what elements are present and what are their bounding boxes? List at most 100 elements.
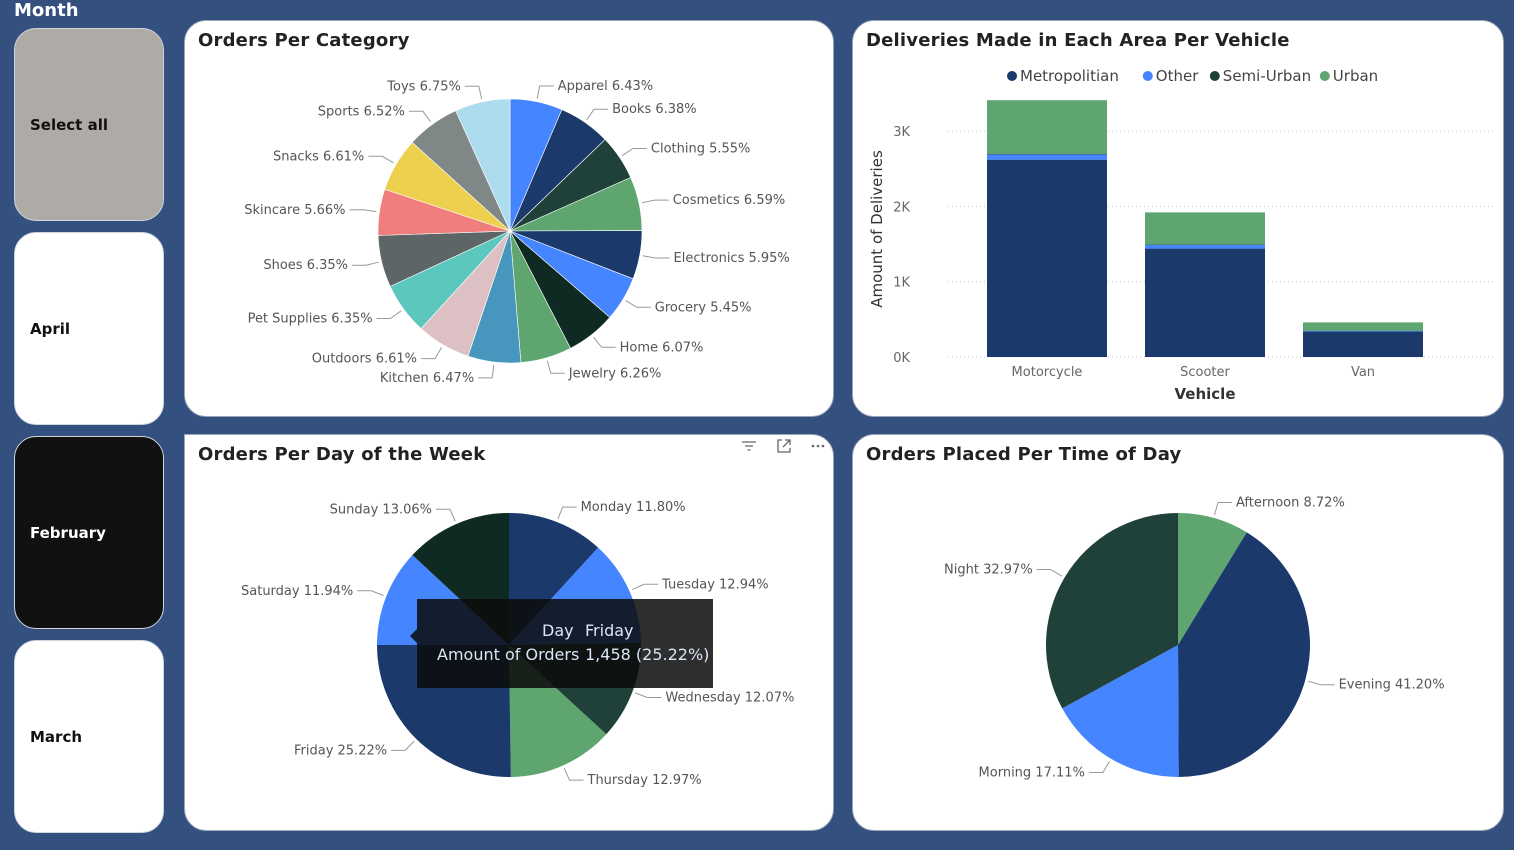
pie-leader-line: [368, 155, 394, 164]
slicer-item-april[interactable]: April: [14, 232, 164, 425]
bar-motorcycle-urban[interactable]: [987, 100, 1107, 154]
pie-label-jewelry: Jewelry 6.26%: [568, 366, 662, 381]
legend-marker-urban: [1319, 71, 1330, 81]
tooltip-key-day: Day: [542, 621, 574, 640]
pie-label-wednesday: Wednesday 12.07%: [665, 691, 794, 706]
pie-slice-toys[interactable]: [455, 98, 511, 232]
pie-label-snacks: Snacks 6.61%: [273, 149, 364, 164]
y-tick-label: 0K: [893, 351, 910, 366]
y-tick-label: 3K: [893, 125, 910, 140]
x-tick-label: Scooter: [1180, 365, 1230, 380]
pie-leader-line: [586, 108, 609, 121]
pie-label-apparel: Apparel 6.43%: [558, 79, 653, 94]
y-tick-label: 2K: [893, 200, 910, 215]
pie-label-home: Home 6.07%: [620, 340, 704, 355]
deliveries-bar-chart[interactable]: Metropolitian Other Semi-Urban Urban 0K 1K 2K 3…: [853, 21, 1504, 417]
bar-van-urban[interactable]: [1303, 322, 1423, 331]
legend-marker-semi-urban: [1209, 71, 1220, 81]
pie-leader-line: [641, 199, 669, 204]
pie-slice-evening[interactable]: [1178, 532, 1311, 777]
orders-per-time-card[interactable]: Orders Placed Per Time of Day Afternoon …: [852, 434, 1504, 831]
pie-label-sunday: Sunday 13.06%: [330, 502, 432, 517]
pie-leader-line: [352, 261, 379, 266]
pie-slice-morning[interactable]: [1062, 645, 1179, 778]
pie-leader-line: [642, 255, 670, 259]
pie-leader-line: [1214, 502, 1232, 516]
bar-scooter-urban[interactable]: [1145, 212, 1265, 245]
day-pie-chart[interactable]: Monday 11.80% Tuesday 12.94% Wednesday 12.…: [185, 435, 834, 831]
pie-leader-line: [408, 110, 432, 123]
pie-slice-night[interactable]: [1046, 513, 1178, 709]
pie-leader-line: [621, 148, 647, 157]
x-tick-label: Motorcycle: [1012, 365, 1083, 380]
slicer-item-label: April: [30, 319, 71, 338]
card-title: Deliveries Made in Each Area Per Vehicle: [866, 30, 1290, 51]
pie-label-cosmetics: Cosmetics 6.59%: [673, 193, 786, 208]
pie-leader-line: [376, 310, 402, 319]
bar-scooter-other[interactable]: [1145, 244, 1265, 249]
pie-leader-line: [436, 508, 456, 522]
y-tick-label: 1K: [893, 276, 910, 291]
slicer-item-march[interactable]: March: [14, 640, 164, 833]
slicer-item-select-all[interactable]: Select all: [14, 28, 164, 221]
orders-per-category-card[interactable]: Orders Per Category Apparel 6.43% Books 6…: [184, 20, 834, 417]
more-options-icon[interactable]: [807, 435, 829, 457]
bar-motorcycle-semi-urban[interactable]: [987, 154, 1107, 155]
y-axis-label: Amount of Deliveries: [868, 150, 886, 308]
pie-label-saturday: Saturday 11.94%: [241, 584, 353, 599]
category-pie-chart[interactable]: Apparel 6.43% Books 6.38% Clothing 5.55% Co…: [185, 21, 834, 417]
slicer-item-label: Select all: [30, 115, 108, 134]
pie-label-grocery: Grocery 5.45%: [655, 300, 752, 315]
pie-label-evening: Evening 41.20%: [1339, 678, 1445, 693]
deliveries-per-vehicle-card[interactable]: Deliveries Made in Each Area Per Vehicle…: [852, 20, 1504, 417]
pie-label-friday: Friday 25.22%: [294, 743, 387, 758]
pie-leader-line: [546, 360, 565, 374]
pie-label-skincare: Skincare 5.66%: [244, 203, 345, 218]
legend-label-semi-urban: Semi-Urban: [1223, 67, 1311, 85]
slicer-title: Month: [14, 0, 79, 21]
pie-leader-line: [391, 740, 415, 751]
orders-per-day-card[interactable]: Orders Per Day of the Week Monday 11.80%…: [184, 434, 834, 831]
pie-label-afternoon: Afternoon 8.72%: [1236, 496, 1345, 511]
slicer-item-february[interactable]: February: [14, 436, 164, 629]
legend-label-other: Other: [1156, 67, 1199, 85]
time-pie-chart[interactable]: Afternoon 8.72% Evening 41.20% Morning 17.…: [853, 435, 1504, 831]
legend-marker-other: [1142, 71, 1153, 81]
bar-scooter-semi-urban[interactable]: [1145, 244, 1265, 245]
pie-label-outdoors: Outdoors 6.61%: [312, 352, 417, 367]
pie-leader-line: [635, 692, 662, 698]
pie-leader-line: [557, 506, 577, 520]
card-title: Orders Per Day of the Week: [198, 444, 486, 465]
pie-label-thursday: Thursday 12.97%: [587, 773, 702, 788]
pie-slice-afternoon[interactable]: [1178, 513, 1247, 645]
bar-motorcycle-other[interactable]: [987, 154, 1107, 160]
tooltip-arrow: [410, 629, 417, 643]
pie-label-kitchen: Kitchen 6.47%: [380, 371, 474, 386]
legend-label-metropolitian: Metropolitian: [1020, 67, 1119, 85]
pie-label-clothing: Clothing 5.55%: [651, 142, 751, 157]
card-title: Orders Per Category: [198, 30, 410, 51]
pie-leader-line: [625, 300, 651, 308]
pie-leader-line: [478, 364, 495, 379]
pie-leader-line: [593, 336, 616, 348]
bar-van-other[interactable]: [1303, 330, 1423, 332]
legend-label-urban: Urban: [1333, 67, 1378, 85]
pie-label-electronics: Electronics 5.95%: [674, 251, 790, 266]
bar-motorcycle-metropolitian[interactable]: [987, 159, 1107, 357]
tooltip-value-orders: 1,458 (25.22%): [585, 645, 710, 664]
pie-label-tuesday: Tuesday 12.94%: [661, 577, 769, 592]
pie-leader-line: [1036, 569, 1063, 577]
focus-mode-icon[interactable]: [773, 435, 795, 457]
bar-scooter-metropolitian[interactable]: [1145, 248, 1265, 357]
filter-icon[interactable]: [738, 435, 760, 457]
tooltip-value-day: Friday: [585, 621, 634, 640]
pie-label-night: Night 32.97%: [944, 563, 1033, 578]
pie-leader-line: [536, 85, 554, 99]
tooltip-key-orders: Amount of Orders: [437, 645, 580, 664]
pie-leader-line: [357, 590, 384, 596]
pie-leader-line: [464, 85, 483, 100]
pie-leader-line: [421, 347, 443, 360]
bar-van-metropolitian[interactable]: [1303, 331, 1423, 357]
slicer-item-label: March: [30, 727, 83, 746]
x-tick-label: Van: [1351, 365, 1375, 380]
